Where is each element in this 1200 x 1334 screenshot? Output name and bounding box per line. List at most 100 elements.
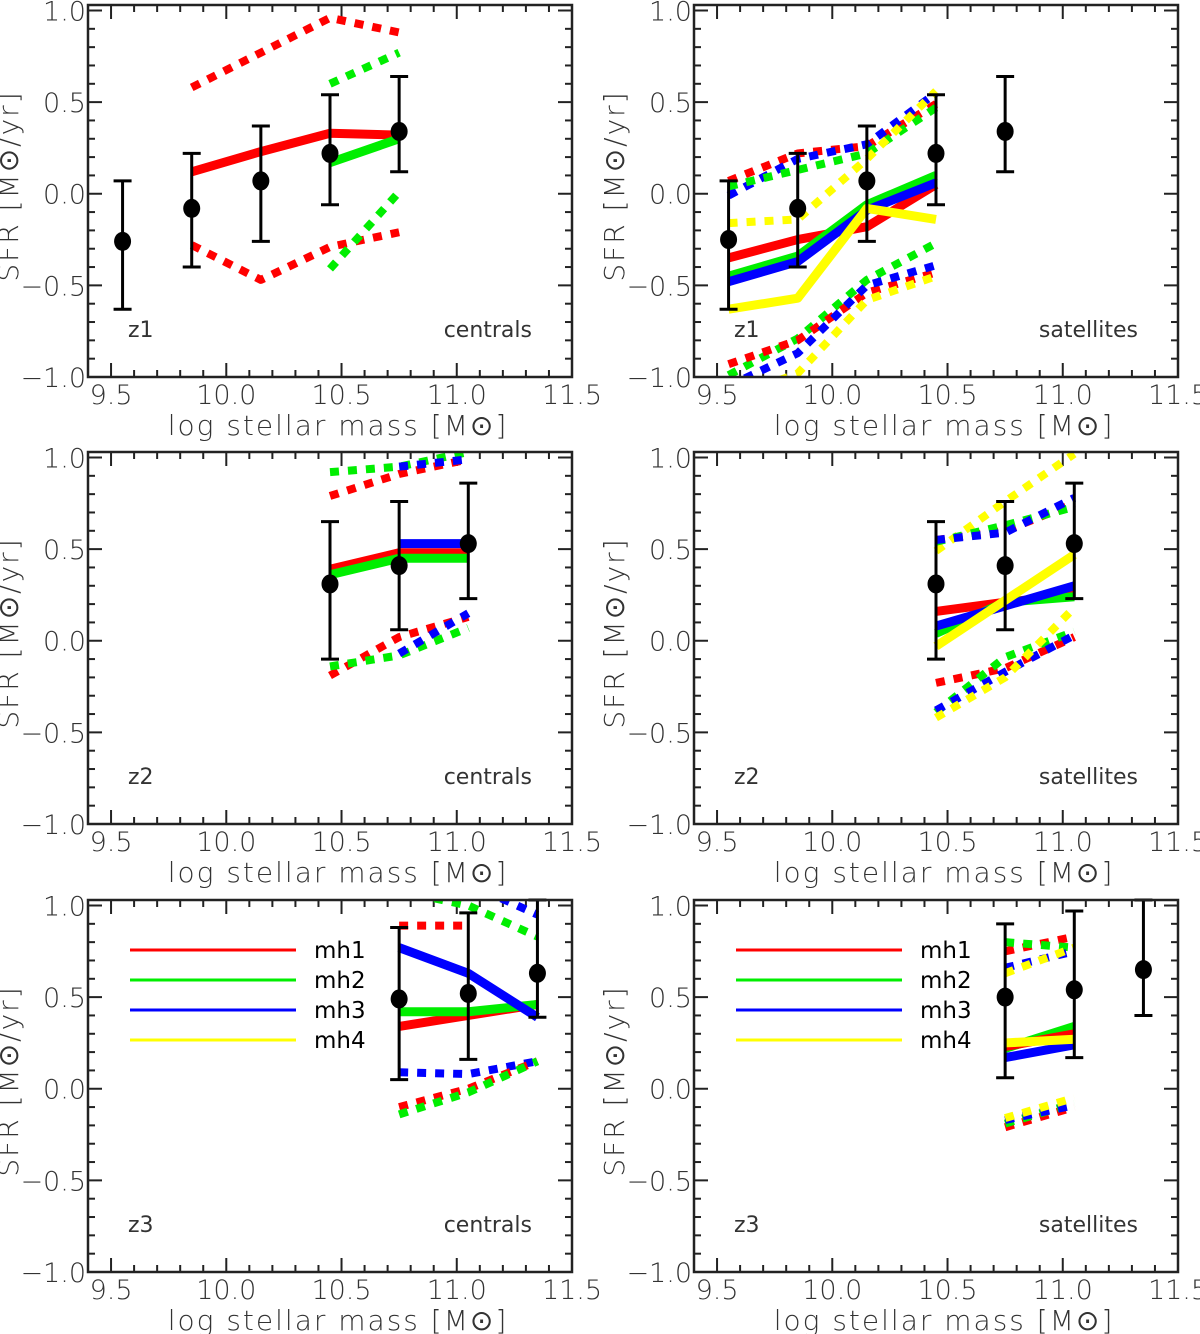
panel-label: z2: [734, 765, 760, 790]
x-tick-label: 10.5: [311, 827, 371, 858]
panel-4: 9.5 10.0 10.5 11.0 11.5 1.0 0.5 0.0 −0.5 −1.0 log …: [598, 443, 1200, 889]
y-tick-label: −1.0: [626, 810, 692, 841]
y-tick-label: 0.0: [649, 180, 692, 211]
x-axis-label: log stellar mass [M⊙]: [168, 409, 509, 442]
y-tick-label: 0.0: [43, 180, 86, 211]
panel-6: 9.5 10.0 10.5 11.0 11.5 1.0 0.5 0.0 −0.5 −1.0 log …: [598, 891, 1200, 1334]
x-tick-label: 11.0: [1033, 827, 1093, 858]
series-line-mh2-lower: [329, 624, 470, 671]
data-point: [1065, 980, 1083, 1000]
y-tick-label: 1.0: [649, 0, 692, 27]
series-line-mh2-lower: [397, 1057, 540, 1119]
y-tick-label: 0.0: [649, 1075, 692, 1106]
series-line-mh1-upper: [328, 455, 470, 500]
series-group: [189, 13, 403, 284]
legend-label: mh2: [920, 968, 972, 994]
series-group: [1003, 932, 1076, 1132]
series-line-mh3-upper: [398, 455, 469, 471]
y-axis-label: SFR [M⊙/yr]: [598, 90, 631, 281]
x-tick-label: 10.5: [311, 1275, 371, 1306]
data-point: [528, 963, 546, 983]
data-point: [927, 143, 945, 163]
observed-points: [113, 74, 409, 311]
series-line-mh4-upper: [1003, 943, 1076, 978]
data-point: [183, 198, 201, 218]
data-point: [1065, 534, 1083, 554]
legend-label: mh1: [314, 938, 366, 964]
series-line-mh4-upper: [728, 88, 939, 228]
y-tick-label: 1.0: [43, 0, 86, 27]
series-line-mh1-upper: [1004, 932, 1076, 956]
legend: mh1 mh2 mh3 mh4: [736, 938, 972, 1054]
legend-label: mh1: [920, 938, 972, 964]
y-axis-label: SFR [M⊙/yr]: [598, 537, 631, 728]
plot-frame: [86, 3, 574, 379]
y-axis-label: SFR [M⊙/yr]: [0, 537, 25, 728]
series-line-mh2-upper: [1004, 938, 1075, 952]
y-axis-label: SFR [M⊙/yr]: [0, 985, 25, 1176]
y-tick-label: −1.0: [626, 1258, 692, 1289]
x-tick-label: 11.5: [542, 1275, 602, 1306]
panel-3: 9.5 10.0 10.5 11.0 11.5 1.0 0.5 0.0 −0.5 −1.0 log …: [0, 443, 602, 889]
series-line-mh3-lower: [399, 1057, 539, 1079]
y-tick-label: −0.5: [626, 271, 692, 302]
x-tick-label: 10.5: [917, 827, 977, 858]
x-tick-label: 10.0: [196, 380, 256, 411]
series-line-mh1: [190, 128, 400, 177]
panel-label: z1: [128, 318, 154, 343]
data-point: [321, 574, 339, 594]
data-point: [858, 171, 876, 191]
y-tick-label: −0.5: [626, 718, 692, 749]
y-tick-label: 0.0: [43, 1075, 86, 1106]
series-line-mh3: [1004, 1040, 1076, 1063]
series-line-mh2-lower: [726, 239, 938, 377]
series-line-mh1-lower: [727, 268, 938, 368]
y-tick-label: −1.0: [20, 810, 86, 841]
series-line-mh3-lower: [397, 609, 471, 658]
y-tick-label: −0.5: [20, 1166, 86, 1197]
y-tick-label: 0.5: [649, 88, 692, 119]
sample-label: centrals: [444, 318, 532, 343]
x-tick-label: 9.5: [90, 1275, 133, 1306]
y-tick-label: −1.0: [20, 1258, 86, 1289]
x-axis-label: log stellar mass [M⊙]: [774, 856, 1115, 889]
x-tick-label: 9.5: [696, 827, 739, 858]
y-tick-label: −0.5: [20, 271, 86, 302]
legend: mh1 mh2 mh3 mh4: [130, 938, 366, 1054]
x-tick-label: 9.5: [90, 827, 133, 858]
observed-points: [390, 898, 547, 1082]
series-line-mh3-upper: [726, 89, 939, 200]
sample-label: satellites: [1039, 1213, 1138, 1238]
y-tick-label: 0.0: [43, 627, 86, 658]
panel-label: z1: [734, 318, 760, 343]
x-tick-label: 11.5: [542, 380, 602, 411]
observed-points: [719, 74, 1015, 311]
legend-label: mh3: [920, 998, 972, 1024]
series-line-mh3-upper: [935, 494, 1077, 544]
plot-frame: [692, 3, 1180, 379]
x-tick-label: 11.0: [1033, 1275, 1093, 1306]
x-tick-label: 10.0: [802, 1275, 862, 1306]
series-line-mh1-lower: [935, 633, 1076, 687]
y-tick-label: 1.0: [649, 443, 692, 474]
series-line-mh2-lower: [327, 189, 403, 272]
x-tick-label: 10.5: [311, 380, 371, 411]
x-tick-label: 10.0: [196, 827, 256, 858]
x-tick-label: 9.5: [90, 380, 133, 411]
observed-points: [321, 481, 478, 661]
y-tick-label: −0.5: [626, 1166, 692, 1197]
observed-points: [996, 898, 1153, 1080]
x-tick-label: 11.5: [542, 827, 602, 858]
data-point: [390, 989, 408, 1009]
series-line-mh4: [1004, 1034, 1075, 1048]
x-tick-label: 10.0: [802, 827, 862, 858]
series-line-mh2: [328, 134, 401, 167]
y-tick-label: −1.0: [626, 363, 692, 394]
panel-label: z3: [734, 1213, 760, 1238]
data-point: [720, 230, 738, 250]
sample-label: centrals: [444, 1213, 532, 1238]
legend-label: mh4: [920, 1028, 972, 1054]
x-axis-label: log stellar mass [M⊙]: [168, 856, 509, 889]
data-point: [927, 574, 945, 594]
sample-label: centrals: [444, 765, 532, 790]
